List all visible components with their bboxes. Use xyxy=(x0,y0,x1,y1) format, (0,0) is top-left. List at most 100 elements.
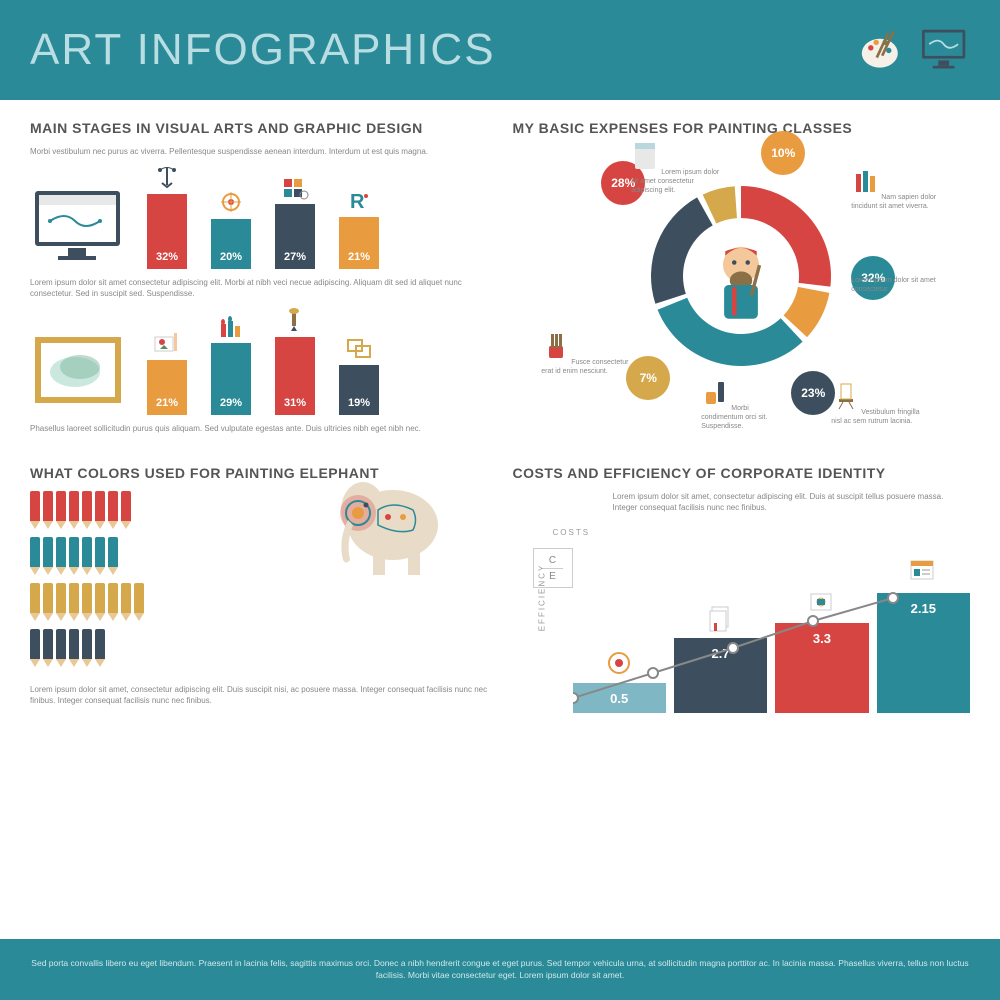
callout-b: Morbi condimentum orci sit. Suspendisse. xyxy=(701,377,791,431)
cost-bar: 2.7 xyxy=(674,638,767,713)
elephant-illustration xyxy=(318,465,458,585)
costs-chart: EFFICIENCY COSTS CE 0.52.73.32.15 xyxy=(513,533,971,713)
bar-icon xyxy=(280,308,310,333)
pencil-icon xyxy=(69,629,79,669)
bar-item: 19% xyxy=(334,336,384,415)
cost-bar: 0.5 xyxy=(573,683,666,713)
bar: 19% xyxy=(339,365,379,415)
bar-item: R 21% xyxy=(334,188,384,269)
pencil-icon xyxy=(82,491,92,531)
pct-badge: 7% xyxy=(626,356,670,400)
stages-text-2: Lorem ipsum dolor sit amet consectetur a… xyxy=(30,277,488,299)
pencil-icon xyxy=(69,491,79,531)
bar-item: 21% xyxy=(142,331,192,415)
cost-bar-icon xyxy=(908,558,938,588)
cost-bar: 2.15 xyxy=(877,593,970,713)
pencil-icon xyxy=(43,491,53,531)
bar-icon xyxy=(216,190,246,215)
pencil-icon xyxy=(95,629,105,669)
pencil-icon xyxy=(82,583,92,623)
pct-badge: 10% xyxy=(761,131,805,175)
elephant-section: WHAT COLORS USED FOR PAINTING ELEPHANT L… xyxy=(30,465,488,713)
pencil-icon xyxy=(30,629,40,669)
bar-icon xyxy=(152,165,182,190)
bars-row-2: 21% 29% 31% 19% xyxy=(30,308,488,415)
pencil-icon xyxy=(56,537,66,577)
monitor-illustration xyxy=(30,186,130,269)
palette-icon xyxy=(860,28,905,73)
pencil-icon xyxy=(121,491,131,531)
donut-chart: 28%10%32%23%7% Lorem ipsum dolor sit ame… xyxy=(611,146,871,406)
axis-costs: COSTS xyxy=(553,528,591,537)
bar: 32% xyxy=(147,194,187,269)
pencil-icon xyxy=(43,537,53,577)
bar-item: 31% xyxy=(270,308,320,415)
cost-bar-icon xyxy=(706,603,736,633)
bar: 29% xyxy=(211,343,251,415)
monitor-icon xyxy=(920,28,970,73)
bar: 20% xyxy=(211,219,251,269)
callout-r: Lorem ipsum dolor sit amet consectetur. xyxy=(851,276,941,294)
bar-icon xyxy=(152,331,182,356)
bar-item: 20% xyxy=(206,190,256,269)
elephant-text: Lorem ipsum dolor sit amet, consectetur … xyxy=(30,684,488,706)
bar-icon xyxy=(216,314,246,339)
bar: 27% xyxy=(275,204,315,269)
pencil-icon xyxy=(56,491,66,531)
bar-item: 29% xyxy=(206,314,256,415)
pencil-icon xyxy=(82,537,92,577)
header-icons xyxy=(860,28,970,73)
stages-title: MAIN STAGES IN VISUAL ARTS AND GRAPHIC D… xyxy=(30,120,488,136)
callout-tr: Nam sapien dolor tincidunt sit amet vive… xyxy=(851,166,941,211)
bar: 21% xyxy=(147,360,187,415)
pencil-icon xyxy=(95,491,105,531)
pencil-icon xyxy=(108,583,118,623)
ce-formula: CE xyxy=(533,548,573,588)
pencil-icon xyxy=(108,491,118,531)
cost-bar-icon xyxy=(807,588,837,618)
bar-icon: R xyxy=(344,188,374,213)
stages-section: MAIN STAGES IN VISUAL ARTS AND GRAPHIC D… xyxy=(30,120,488,440)
costs-title: COSTS AND EFFICIENCY OF CORPORATE IDENTI… xyxy=(513,465,971,481)
stages-text-1: Morbi vestibulum nec purus ac viverra. P… xyxy=(30,146,488,157)
pencil-icon xyxy=(30,537,40,577)
bar-item: 32% xyxy=(142,165,192,269)
svg-text:R: R xyxy=(350,191,365,213)
stages-text-3: Phasellus laoreet sollicitudin purus qui… xyxy=(30,423,488,434)
pencil-row xyxy=(30,583,488,623)
canvas-illustration xyxy=(30,332,130,415)
pencil-icon xyxy=(43,629,53,669)
callout-bl: Fusce consectetur erat id enim nesciunt. xyxy=(541,331,631,376)
bar: 31% xyxy=(275,337,315,415)
costs-text: Lorem ipsum dolor sit amet, consectetur … xyxy=(613,491,971,513)
pencil-icon xyxy=(30,583,40,623)
pencil-icon xyxy=(121,583,131,623)
page-title: ART INFOGRAPHICS xyxy=(30,25,496,75)
cost-bar-icon xyxy=(604,648,634,678)
header: ART INFOGRAPHICS xyxy=(0,0,1000,100)
pencil-icon xyxy=(43,583,53,623)
costs-section: COSTS AND EFFICIENCY OF CORPORATE IDENTI… xyxy=(513,465,971,713)
expenses-section: MY BASIC EXPENSES FOR PAINTING CLASSES 2… xyxy=(513,120,971,440)
artist-avatar xyxy=(686,221,796,331)
pencil-icon xyxy=(95,583,105,623)
pct-badge: 23% xyxy=(791,371,835,415)
expenses-title: MY BASIC EXPENSES FOR PAINTING CLASSES xyxy=(513,120,971,136)
pencil-icon xyxy=(56,583,66,623)
pencil-icon xyxy=(56,629,66,669)
bar: 21% xyxy=(339,217,379,269)
pencil-row xyxy=(30,629,488,669)
pencil-icon xyxy=(30,491,40,531)
bars-row-1: 32% 20% 27% R 21% xyxy=(30,165,488,269)
bar-icon xyxy=(280,175,310,200)
pencil-icon xyxy=(134,583,144,623)
cost-bar: 3.3 xyxy=(775,623,868,713)
callout-tl: Lorem ipsum dolor sit amet consectetur a… xyxy=(631,141,721,195)
pencil-icon xyxy=(69,583,79,623)
pencil-icon xyxy=(95,537,105,577)
footer-text: Sed porta convallis libero eu eget liben… xyxy=(30,957,970,983)
pencil-icon xyxy=(82,629,92,669)
pencil-icon xyxy=(108,537,118,577)
bar-item: 27% xyxy=(270,175,320,269)
pencil-icon xyxy=(69,537,79,577)
